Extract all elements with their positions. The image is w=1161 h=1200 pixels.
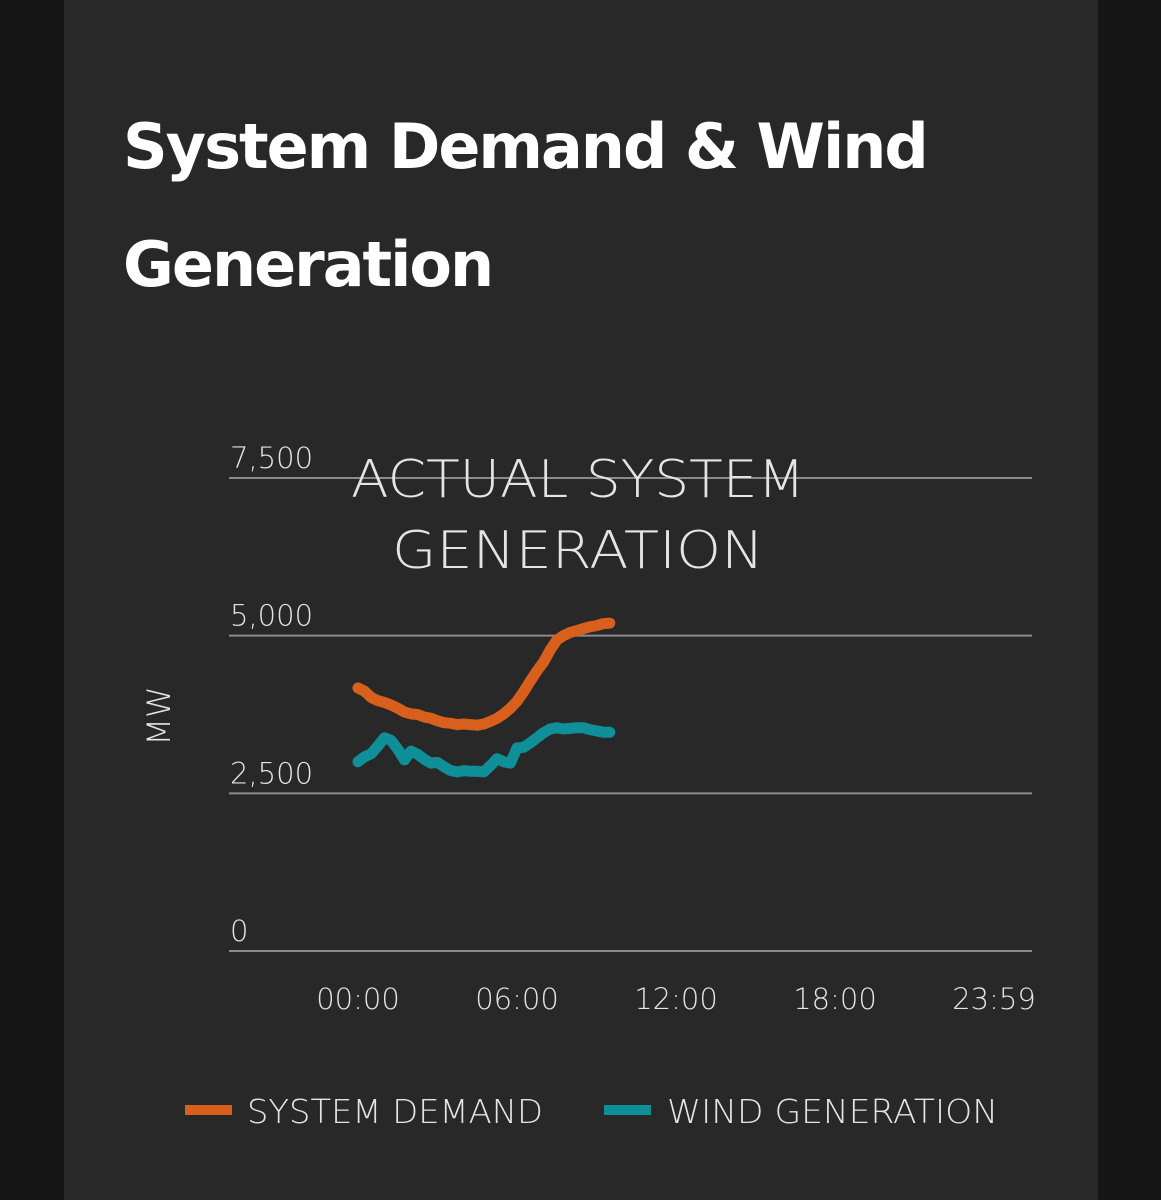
series-line-system-demand: [352, 617, 616, 731]
chart-legend: SYSTEM DEMAND WIND GENERATION: [185, 1092, 998, 1131]
series-line-wind-generation: [352, 722, 616, 778]
legend-label-wind-generation: WIND GENERATION: [667, 1092, 998, 1131]
page-title: System Demand & Wind Generation: [123, 110, 929, 301]
y-tick-label: 2,500: [230, 756, 313, 790]
legend-swatch-wind-generation: [604, 1105, 651, 1115]
x-tick-label: 00:00: [316, 982, 400, 1016]
chart-gridlines: [229, 477, 1032, 952]
chart-title-line-2: GENERATION: [392, 521, 764, 581]
y-axis-ticks: 0 2,500 5,000 7,500: [230, 441, 313, 948]
legend-label-system-demand: SYSTEM DEMAND: [247, 1092, 543, 1131]
legend-swatch-system-demand: [185, 1105, 232, 1115]
chart-series: [352, 617, 616, 778]
x-tick-label: 06:00: [475, 982, 559, 1016]
y-tick-label: 0: [230, 914, 248, 948]
x-axis-ticks: 00:00 06:00 12:00 18:00 23:59: [316, 982, 1036, 1016]
x-tick-label: 18:00: [793, 982, 877, 1016]
y-tick-label: 7,500: [230, 441, 313, 475]
x-tick-label: 23:59: [952, 982, 1036, 1016]
chart-title-line-1: ACTUAL SYSTEM: [351, 450, 805, 510]
content-panel: [64, 0, 1098, 1200]
y-tick-label: 5,000: [230, 599, 313, 633]
y-axis-label: MW: [140, 686, 178, 745]
x-tick-label: 12:00: [634, 982, 718, 1016]
